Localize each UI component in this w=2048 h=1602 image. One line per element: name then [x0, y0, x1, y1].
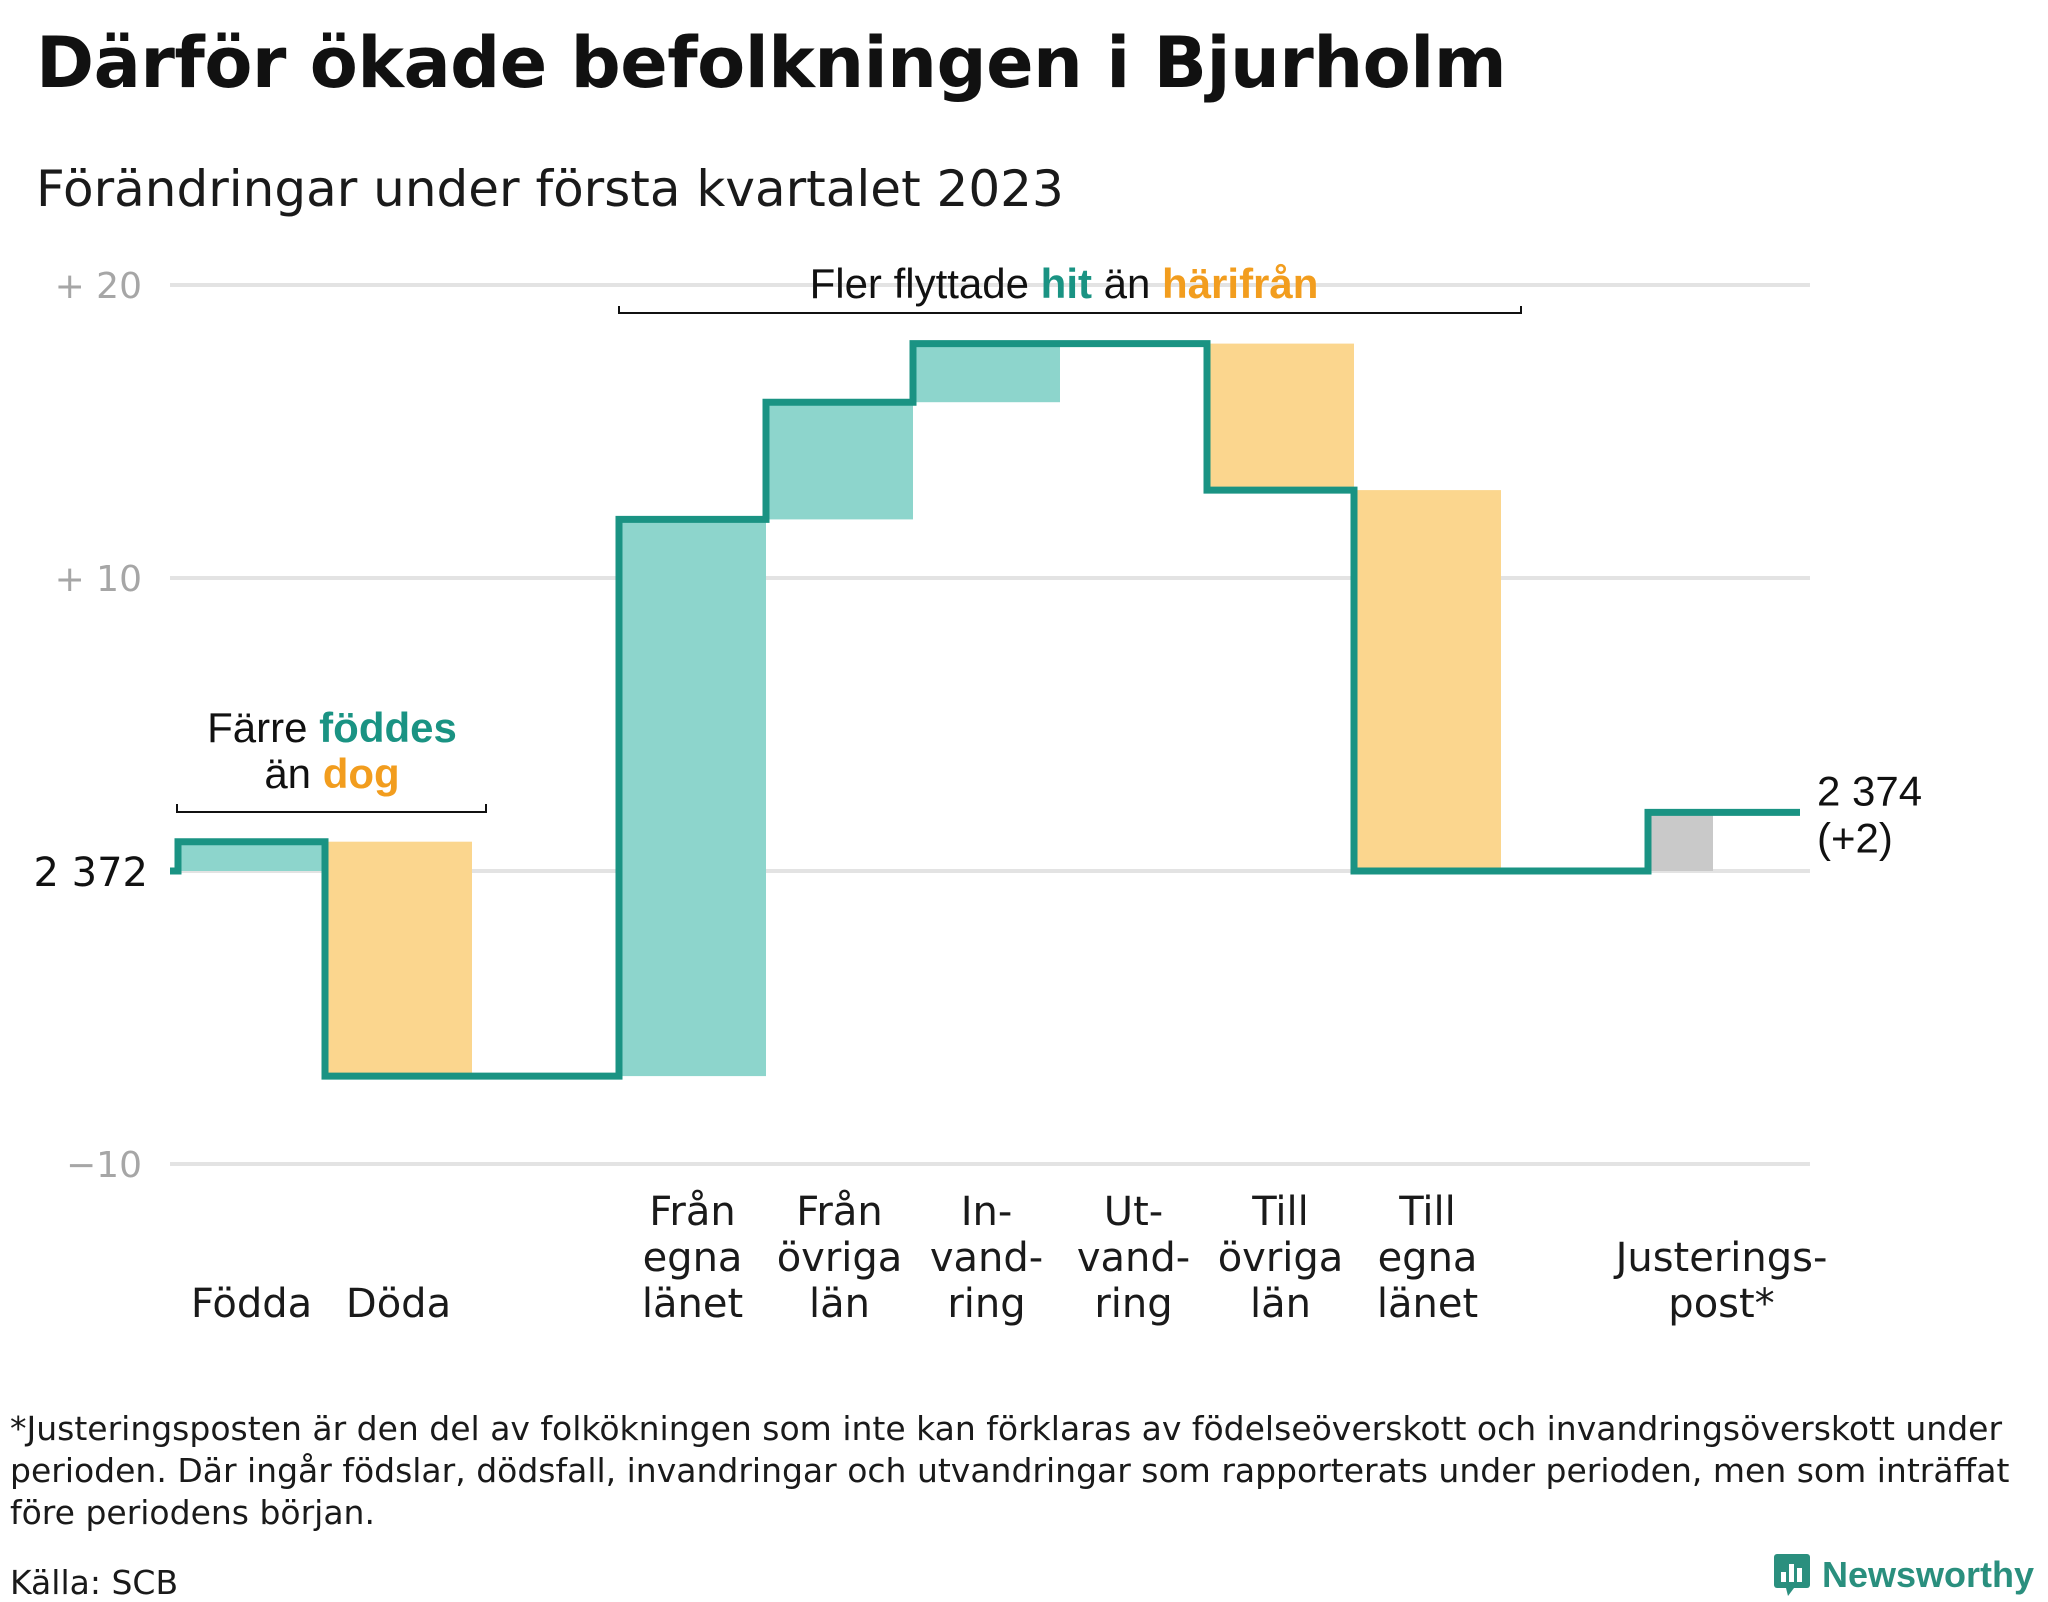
y-tick-label: + 20 [55, 266, 142, 307]
chart-title: Därför ökade befolkningen i Bjurholm [36, 22, 1507, 104]
bar-till_egna [1354, 490, 1501, 871]
x-label-till_egna: egna [1378, 1235, 1478, 1281]
chart-subtitle: Förändringar under första kvartalet 2023 [36, 160, 1064, 218]
brand-name: Newsworthy [1821, 1554, 2034, 1595]
x-label-invandring: ring [947, 1281, 1025, 1327]
x-label-invandring: In- [961, 1189, 1013, 1235]
x-label-utvandring: ring [1094, 1281, 1172, 1327]
x-label-justeringspost: Justerings- [1613, 1235, 1828, 1281]
cumulative-step-line [170, 340, 1800, 1080]
births-bracket [176, 804, 487, 813]
births-annotation-line1: Färre föddes [207, 704, 457, 751]
waterfall-chart: + 20+ 10−102 372 Födda DödaFrånegnalänetF… [33, 260, 1922, 1327]
bar-doda [325, 841, 472, 1077]
x-label-justeringspost: post* [1668, 1281, 1774, 1327]
y-tick-label: −10 [66, 1145, 142, 1186]
footnote: *Justeringsposten är den del av folkökni… [10, 1409, 2010, 1532]
x-label-till_egna: Till [1398, 1189, 1456, 1235]
x-label-fran_ovriga: övriga [777, 1235, 903, 1281]
x-label-utvandring: Ut- [1104, 1189, 1163, 1235]
bar-invandring [913, 343, 1060, 403]
x-label-doda: Döda [346, 1281, 451, 1327]
bar-till_ovriga [1207, 343, 1354, 491]
bar-fodda [178, 841, 325, 871]
migration-bracket [618, 306, 1522, 314]
x-label-till_ovriga: övriga [1218, 1235, 1344, 1281]
y-tick-label: + 10 [55, 559, 142, 600]
brand-logo: Newsworthy [1772, 1552, 2034, 1598]
x-label-fran_egna: Från [649, 1189, 735, 1235]
x-label-fran_egna: egna [643, 1235, 743, 1281]
end-change-label: (+2) [1817, 814, 1893, 861]
x-label-fran_ovriga: Från [796, 1189, 882, 1235]
x-label-till_egna: länet [1377, 1281, 1478, 1327]
y-axis-ticks: + 20 + 10 −10 2 372 [33, 266, 148, 1186]
bars [178, 343, 1713, 1077]
x-label-utvandring: vand- [1077, 1235, 1190, 1281]
x-label-fran_egna: länet [642, 1281, 743, 1327]
x-label-fran_ovriga: län [809, 1281, 870, 1327]
births-annotation-line2: än dog [264, 750, 399, 797]
x-axis-labels: Födda DödaFrånegnalänetFrånövrigalänIn-va… [191, 1189, 1828, 1327]
bar-fran_egna [619, 519, 766, 1077]
baseline-label: 2 372 [33, 850, 148, 896]
x-label-till_ovriga: län [1250, 1281, 1311, 1327]
x-label-fodda: Födda [191, 1281, 312, 1327]
bar-justeringspost [1648, 812, 1713, 871]
migration-annotation: Fler flyttade hit än härifrån [810, 260, 1319, 307]
x-label-invandring: vand- [930, 1235, 1043, 1281]
newsworthy-logo-icon [1773, 1554, 1810, 1596]
end-value-label: 2 374 [1817, 767, 1922, 814]
bar-fran_ovriga [766, 402, 913, 520]
x-label-till_ovriga: Till [1251, 1189, 1309, 1235]
source-label: Källa: SCB [10, 1563, 179, 1602]
